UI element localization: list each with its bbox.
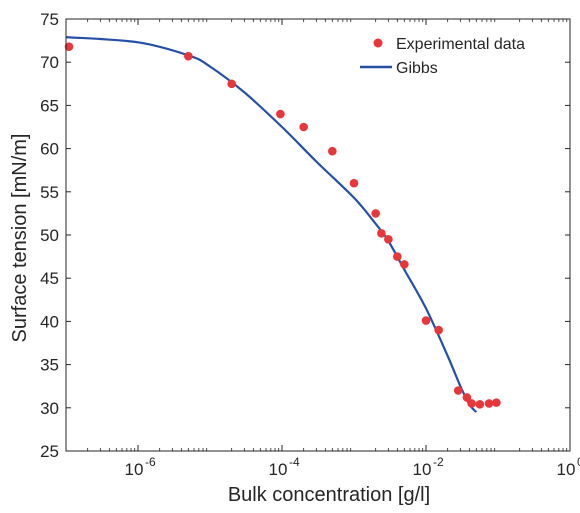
legend-box <box>345 27 558 87</box>
x-tick-label: 10 <box>413 460 432 479</box>
y-tick-label: 65 <box>40 96 59 115</box>
data-point <box>349 178 359 188</box>
data-point <box>371 209 380 218</box>
legend-marker-experimental <box>373 38 383 48</box>
x-axis-title: Bulk concentration [g/l] <box>228 484 430 506</box>
x-tick-label: 10 <box>269 460 288 479</box>
x-tick-label-exponent: 0 <box>577 455 580 469</box>
y-tick-label: 35 <box>40 356 59 375</box>
y-tick-label: 50 <box>40 226 59 245</box>
data-point <box>299 122 308 132</box>
data-point <box>384 235 393 244</box>
data-point <box>328 146 337 156</box>
legend: Experimental data Gibbs <box>345 27 558 87</box>
y-tick-label: 70 <box>40 53 59 72</box>
plot-layer <box>64 36 501 413</box>
y-tick-label: 30 <box>40 399 59 418</box>
y-tick-label: 45 <box>40 269 59 288</box>
y-tick-label: 25 <box>40 442 59 461</box>
data-point <box>492 398 501 407</box>
x-tick-label: 10 <box>125 460 144 479</box>
data-point <box>400 260 409 269</box>
legend-label-gibbs: Gibbs <box>396 60 438 77</box>
data-point <box>475 400 485 409</box>
data-point <box>467 399 476 408</box>
data-point <box>64 42 74 51</box>
x-tick-label: 10 <box>557 460 576 479</box>
data-point <box>434 325 443 335</box>
x-tick-label-exponent: -4 <box>289 455 300 469</box>
y-tick-label: 40 <box>40 312 59 331</box>
y-tick-label: 60 <box>40 140 59 159</box>
data-point <box>377 228 386 238</box>
data-point <box>184 51 193 61</box>
data-point <box>462 393 472 402</box>
data-point <box>276 109 285 119</box>
y-tick-label: 55 <box>40 183 59 202</box>
data-point <box>453 386 463 395</box>
x-tick-label-exponent: -6 <box>145 455 156 469</box>
gibbs-line <box>66 36 478 413</box>
data-point <box>421 316 431 325</box>
data-point <box>227 79 236 89</box>
data-point <box>484 399 494 408</box>
y-tick-label: 75 <box>40 10 59 29</box>
legend-label-experimental: Experimental data <box>396 36 525 53</box>
data-point <box>393 252 402 261</box>
x-tick-label-exponent: -2 <box>433 455 444 469</box>
y-axis-title: Surface tension [mN/m] <box>9 134 31 343</box>
